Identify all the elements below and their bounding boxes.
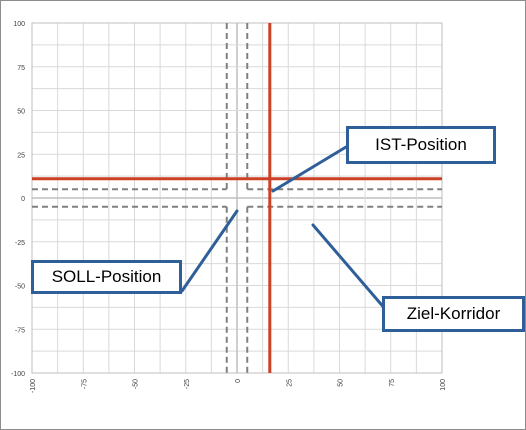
y-tick-label: -50 [15,284,25,291]
ist-position-callout: IST-Position [346,126,496,164]
ist-position-label: IST-Position [375,135,467,154]
ziel-korridor-callout: Ziel-Korridor [382,296,525,332]
soll-position-leader [180,209,239,293]
x-tick-label: -50 [133,379,140,389]
y-tick-label: 75 [17,65,25,72]
ziel-korridor-label: Ziel-Korridor [406,304,501,323]
y-tick-label: 50 [17,109,25,116]
x-tick-label: -25 [184,379,191,389]
soll-position-label: SOLL-Position [51,267,162,286]
y-tick-label: 25 [17,152,25,159]
x-tick-label: -100 [30,379,37,393]
y-tick-label: -100 [11,371,25,378]
soll-position-callout: SOLL-Position [31,260,182,294]
x-tick-label: 100 [440,379,447,391]
y-tick-label: 0 [21,196,25,203]
plot-border [31,22,443,374]
x-tick-label: 75 [389,379,396,387]
x-tick-label: 50 [338,379,345,387]
y-tick-label: -25 [15,240,25,247]
x-tick-label: 25 [286,379,293,387]
ziel-korridor-leader [311,223,388,312]
ist-position-leader [271,145,348,193]
x-tick-label: -75 [81,379,88,389]
y-tick-label: 100 [13,21,25,28]
x-tick-label: 0 [235,379,242,383]
y-tick-label: -75 [15,327,25,334]
